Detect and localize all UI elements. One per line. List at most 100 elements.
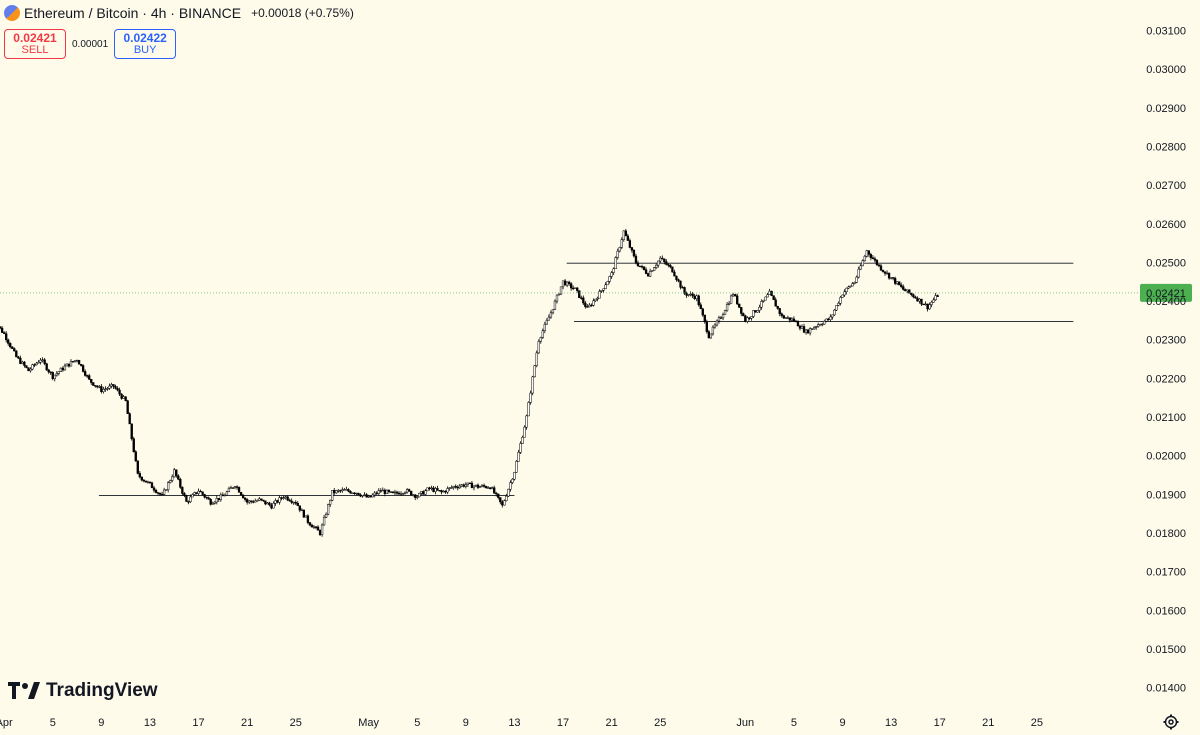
- time-tick-label: 25: [654, 717, 666, 729]
- candle-body: [35, 362, 38, 366]
- candle-body: [871, 257, 875, 260]
- candle-body: [916, 297, 919, 302]
- price-tick-label: 0.02700: [1146, 180, 1186, 192]
- candle-body: [867, 250, 870, 255]
- candle-body: [586, 306, 589, 308]
- candle-body: [11, 346, 14, 349]
- candle-body: [618, 247, 621, 252]
- candle-body: [527, 402, 530, 417]
- candle-body: [663, 258, 666, 262]
- candle-body: [683, 287, 686, 294]
- candle-body: [478, 486, 482, 488]
- candle-body: [387, 489, 391, 492]
- sell-button[interactable]: 0.02421 SELL: [4, 29, 66, 59]
- price-tick-label: 0.03000: [1146, 64, 1186, 76]
- candle-body: [594, 298, 597, 302]
- time-axis[interactable]: Apr 5 9 13 17 21 25 May 5 9 13 17 21 25 Jun 5 9 13 17 21 25: [0, 717, 1043, 729]
- candle-body: [167, 482, 170, 491]
- logo-text: TradingView: [46, 680, 158, 701]
- candle-body: [296, 502, 299, 506]
- candle-body: [883, 271, 887, 274]
- candle-body: [584, 302, 587, 307]
- candle-body: [835, 305, 838, 311]
- candle-body: [302, 509, 306, 518]
- time-tick-label: 13: [144, 717, 156, 729]
- candle-body: [476, 484, 480, 488]
- candle-body: [896, 281, 899, 284]
- candle-body: [667, 264, 670, 266]
- candle-body: [327, 504, 330, 515]
- candle-body: [928, 304, 931, 310]
- candle-body: [108, 385, 111, 389]
- candle-body: [428, 487, 431, 489]
- candle-body: [661, 257, 664, 260]
- candle-body: [318, 529, 322, 535]
- candle-body: [533, 365, 536, 378]
- candle-body: [610, 272, 613, 277]
- gear-icon[interactable]: [1162, 713, 1180, 731]
- candle-body: [162, 489, 166, 495]
- candle-body: [489, 487, 492, 490]
- candle-body: [699, 304, 702, 310]
- candle-body: [681, 287, 684, 289]
- candle-body: [142, 479, 146, 482]
- candle-body: [855, 276, 858, 283]
- candle-body: [851, 283, 854, 287]
- candle-body: [53, 374, 56, 379]
- candle-body: [292, 501, 295, 504]
- candle-body: [756, 310, 759, 313]
- candle-body: [436, 488, 439, 491]
- candle-body: [833, 309, 836, 316]
- candle-body: [906, 289, 909, 292]
- candle-body: [410, 490, 413, 496]
- candle-body: [286, 496, 289, 501]
- buy-button[interactable]: 0.02422 BUY: [114, 29, 177, 59]
- candle-body: [211, 503, 214, 505]
- tradingview-logo[interactable]: TradingView: [8, 680, 158, 702]
- candle-body: [79, 364, 83, 366]
- symbol-header[interactable]: Ethereum / Bitcoin · 4h · BINANCE +0.000…: [4, 5, 354, 21]
- candle-body: [646, 273, 650, 277]
- candle-body: [841, 294, 844, 298]
- candle-body: [889, 277, 893, 279]
- candle-body: [420, 491, 423, 494]
- candle-body: [3, 332, 6, 334]
- candle-body: [517, 452, 520, 462]
- candle-body: [592, 300, 595, 306]
- symbol-title[interactable]: Ethereum / Bitcoin · 4h · BINANCE: [24, 5, 242, 21]
- candle-body: [531, 376, 534, 394]
- trade-panel: 0.02421 SELL 0.00001 0.02422 BUY: [4, 29, 177, 59]
- candle-body: [248, 500, 251, 503]
- candle-body: [324, 513, 328, 518]
- candle-body: [474, 484, 478, 487]
- candle-body: [100, 386, 103, 392]
- candle-body: [572, 287, 575, 290]
- candle-body: [231, 487, 235, 489]
- candle-body: [458, 485, 461, 489]
- candle-body: [391, 491, 395, 494]
- candle-body: [922, 303, 925, 306]
- candle-body: [808, 328, 812, 334]
- candle-body: [521, 436, 524, 444]
- candle-body: [679, 280, 682, 288]
- price-axis[interactable]: 0.03100 0.03000 0.02900 0.02800 0.02700 0.026…: [1146, 26, 1186, 695]
- candle-body: [264, 500, 267, 505]
- candle-body: [804, 329, 808, 333]
- candle-body: [96, 385, 99, 388]
- candle-body: [608, 276, 611, 282]
- candle-body: [152, 487, 156, 491]
- candle-body: [310, 524, 314, 528]
- candle-body: [237, 487, 241, 493]
- candle-body: [847, 286, 850, 289]
- candle-body: [381, 489, 384, 492]
- candle-body: [673, 271, 676, 277]
- candle-body: [914, 296, 917, 299]
- candle-body: [912, 294, 915, 298]
- candle-body: [116, 388, 119, 391]
- candle-body: [262, 499, 265, 502]
- candle-body: [195, 492, 198, 494]
- candle-body: [322, 517, 326, 526]
- candle-body: [422, 491, 425, 495]
- candle-body: [351, 492, 354, 494]
